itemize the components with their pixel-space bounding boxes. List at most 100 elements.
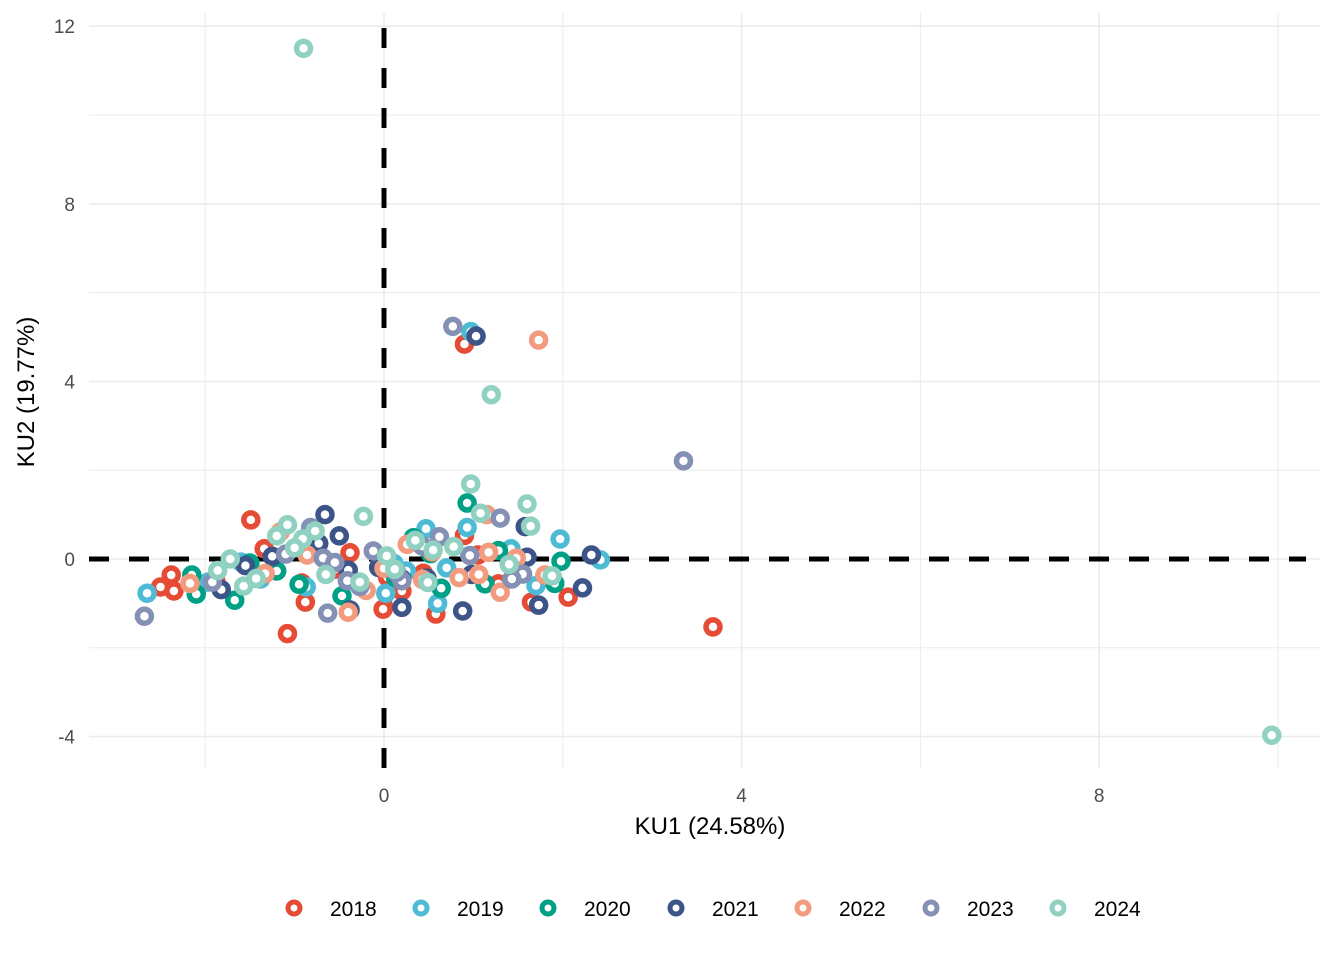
data-point-2024	[284, 538, 305, 558]
legend-label: 2021	[712, 898, 759, 921]
data-point-2024	[277, 515, 298, 535]
y-tick-label: -4	[58, 728, 75, 749]
legend-label: 2023	[967, 898, 1014, 921]
series-2024	[207, 38, 1282, 746]
legend-item-2019: 2019	[412, 898, 504, 921]
data-point-2024	[423, 540, 443, 560]
data-points	[134, 38, 1282, 746]
data-point-2019	[550, 529, 570, 549]
data-point-2018	[241, 510, 261, 530]
data-point-2021	[452, 601, 473, 621]
data-point-2024	[405, 530, 426, 551]
data-point-2024	[353, 506, 374, 527]
data-point-2024	[1261, 725, 1282, 746]
data-point-2020	[551, 551, 571, 571]
x-axis-title: KU1 (24.58%)	[635, 813, 786, 840]
data-point-2018	[340, 543, 360, 563]
data-point-2024	[316, 564, 336, 585]
data-point-2019	[436, 558, 457, 578]
legend-key-2020	[539, 899, 557, 917]
legend-key-2022	[794, 899, 812, 917]
data-point-2020	[457, 493, 477, 513]
y-tick-label: 0	[64, 550, 75, 571]
data-point-2024	[542, 566, 562, 586]
data-point-2023	[460, 545, 480, 566]
y-tick-label: 12	[54, 17, 75, 38]
legend-item-2023: 2023	[922, 898, 1014, 921]
data-point-2020	[289, 574, 309, 595]
data-point-2023	[673, 451, 694, 471]
data-point-2021	[235, 555, 256, 576]
x-axis-ticks: 0 4 8	[379, 786, 1105, 807]
data-point-2019	[457, 517, 477, 538]
data-point-2018	[295, 592, 316, 612]
data-point-2021	[572, 578, 593, 598]
legend-label: 2020	[584, 898, 631, 921]
data-point-2021	[315, 504, 335, 525]
data-point-2024	[418, 572, 438, 593]
legend-label: 2018	[330, 898, 377, 921]
data-point-2024	[246, 568, 266, 589]
data-point-2024	[220, 549, 240, 569]
data-point-2022	[449, 567, 469, 588]
x-tick-label: 8	[1094, 786, 1105, 807]
data-point-2019	[416, 519, 436, 539]
legend-item-2021: 2021	[667, 898, 759, 921]
data-point-2024	[350, 572, 370, 592]
data-point-2020	[224, 590, 245, 611]
data-point-2023	[443, 316, 463, 337]
data-point-2023	[502, 569, 522, 589]
data-point-2022	[478, 542, 499, 563]
data-point-2018	[277, 623, 298, 644]
data-point-2024	[470, 503, 491, 524]
legend-item-2024: 2024	[1049, 898, 1141, 921]
data-point-2023	[325, 552, 345, 573]
data-point-2024	[384, 559, 405, 579]
legend-label: 2019	[457, 898, 504, 921]
legend-item-2022: 2022	[794, 898, 886, 921]
data-point-2020	[332, 586, 352, 606]
data-point-2019	[137, 583, 157, 603]
data-point-2021	[329, 526, 350, 546]
reference-lines	[89, 28, 1306, 768]
data-point-2024	[460, 474, 481, 494]
data-point-2024	[443, 536, 464, 557]
data-point-2018	[703, 617, 723, 637]
data-point-2022	[469, 564, 489, 585]
legend-key-2023	[922, 899, 940, 917]
y-axis-ticks: -4 0 4 8 12	[54, 17, 76, 748]
x-tick-label: 0	[379, 786, 390, 807]
data-point-2023	[490, 508, 510, 528]
legend-key-2021	[667, 899, 685, 917]
data-point-2022	[180, 573, 200, 594]
data-point-2024	[207, 560, 228, 581]
data-point-2021	[528, 595, 549, 615]
data-point-2024	[517, 494, 537, 514]
data-point-2024	[376, 546, 397, 566]
y-axis-title: KU2 (19.77%)	[13, 317, 40, 468]
data-point-2019	[376, 583, 396, 603]
x-tick-label: 4	[736, 786, 747, 807]
data-point-2023	[134, 606, 155, 627]
data-point-2022	[338, 602, 358, 623]
legend-item-2018: 2018	[285, 898, 377, 921]
legend: 2018 2019 2020 2021 2022 2023 2024	[285, 898, 1141, 921]
legend-key-2024	[1049, 899, 1067, 917]
data-point-2024	[499, 554, 519, 575]
data-point-2024	[305, 521, 325, 541]
data-point-2022	[528, 330, 549, 350]
y-tick-label: 4	[64, 372, 75, 393]
legend-key-2018	[285, 899, 303, 917]
data-point-2018	[164, 581, 184, 601]
data-point-2024	[293, 38, 314, 59]
legend-item-2020: 2020	[539, 898, 631, 921]
data-point-2019	[427, 593, 448, 614]
y-tick-label: 8	[64, 195, 75, 216]
data-point-2024	[266, 526, 287, 546]
data-point-2024	[481, 384, 502, 405]
grid-lines	[89, 13, 1320, 768]
data-point-2018	[558, 587, 578, 607]
data-point-2021	[392, 597, 412, 618]
data-point-2022	[490, 582, 510, 603]
data-point-2021	[581, 545, 602, 565]
